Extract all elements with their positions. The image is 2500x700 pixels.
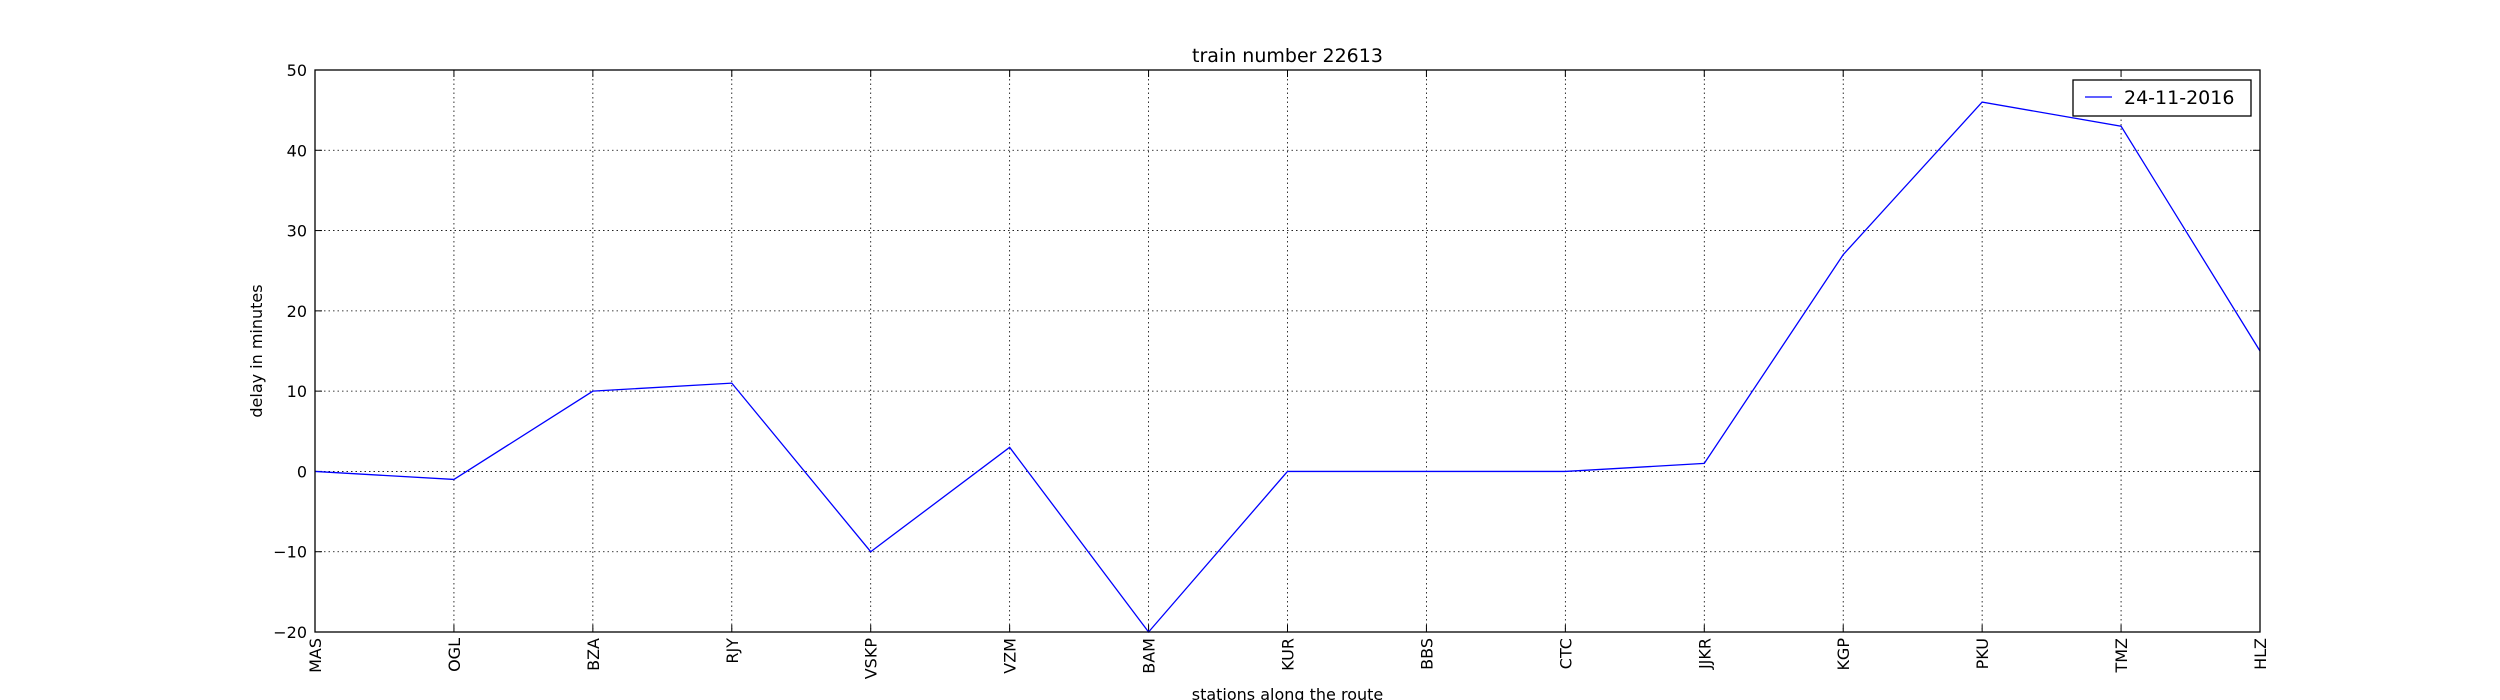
x-tick-label: KUR <box>1279 638 1298 671</box>
y-tick-label: 30 <box>287 222 307 241</box>
x-tick-label: VSKP <box>862 638 881 680</box>
x-tick-label: BAM <box>1140 638 1159 674</box>
chart-title: train number 22613 <box>1192 45 1383 67</box>
x-tick-label: HLZ <box>2251 638 2270 670</box>
legend: 24-11-2016 <box>2072 79 2252 117</box>
x-tick-label: RJY <box>723 638 742 664</box>
x-axis-label: stations along the route <box>1192 685 1384 700</box>
y-tick-label: 10 <box>287 382 307 401</box>
x-tick-label: BZA <box>584 638 603 671</box>
x-tick-label: PKU <box>1973 638 1992 669</box>
x-tick-label: CTC <box>1556 638 1575 669</box>
x-tick-label: VZM <box>1001 638 1020 674</box>
y-tick-label: 0 <box>297 462 307 481</box>
x-tick-label: JJKR <box>1695 638 1714 670</box>
y-tick-label: 50 <box>287 61 307 80</box>
x-tick-label: KGP <box>1834 638 1853 671</box>
x-tick-label: TMZ <box>2112 638 2131 674</box>
series-line <box>314 101 2261 634</box>
x-tick-label: MAS <box>306 638 325 673</box>
y-tick-label: −10 <box>273 543 307 562</box>
legend-entry-label: 24-11-2016 <box>2124 87 2234 109</box>
x-axis-ticks: MAS OGL BZA RJY VSKP VZM BAM KUR BBS CTC JJKR KGP PK… <box>306 70 2270 679</box>
y-axis-label: delay in minutes <box>247 284 266 417</box>
legend-box <box>2072 79 2252 117</box>
plot-frame <box>314 69 2261 633</box>
y-axis-ticks: −20 −10 0 10 20 30 40 50 <box>273 61 2260 642</box>
y-tick-label: 40 <box>287 141 307 160</box>
x-tick-label: OGL <box>445 638 464 672</box>
y-tick-label: 20 <box>287 302 307 321</box>
x-tick-label: BBS <box>1417 638 1436 670</box>
y-tick-label: −20 <box>273 623 307 642</box>
series-lines <box>314 101 2261 634</box>
